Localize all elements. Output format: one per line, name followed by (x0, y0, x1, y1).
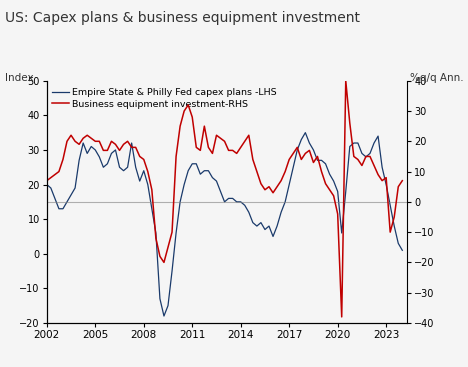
Business equipment investment-RHS (339, 315, 344, 319)
Business equipment investment-RHS (400, 178, 405, 183)
Empire State & Philly Fed capex plans -LHS (302, 130, 308, 135)
Empire State & Philly Fed capex plans -LHS (367, 151, 373, 156)
Business equipment investment-RHS (117, 148, 122, 153)
Legend: Empire State & Philly Fed capex plans -LHS, Business equipment investment-RHS: Empire State & Philly Fed capex plans -L… (51, 88, 277, 109)
Text: %q/q Ann.: %q/q Ann. (410, 73, 463, 83)
Business equipment investment-RHS (367, 154, 373, 159)
Business equipment investment-RHS (226, 148, 231, 153)
Text: US: Capex plans & business equipment investment: US: Capex plans & business equipment inv… (5, 11, 360, 25)
Empire State & Philly Fed capex plans -LHS (44, 182, 50, 187)
Empire State & Philly Fed capex plans -LHS (230, 196, 235, 201)
Line: Business equipment investment-RHS: Business equipment investment-RHS (47, 81, 402, 317)
Empire State & Philly Fed capex plans -LHS (88, 144, 94, 149)
Business equipment investment-RHS (343, 79, 349, 83)
Empire State & Philly Fed capex plans -LHS (161, 314, 167, 318)
Empire State & Philly Fed capex plans -LHS (117, 165, 122, 170)
Empire State & Philly Fed capex plans -LHS (80, 141, 86, 145)
Text: Index: Index (5, 73, 33, 83)
Business equipment investment-RHS (181, 109, 187, 113)
Business equipment investment-RHS (80, 136, 86, 141)
Empire State & Philly Fed capex plans -LHS (185, 168, 191, 173)
Line: Empire State & Philly Fed capex plans -LHS: Empire State & Philly Fed capex plans -L… (47, 132, 402, 316)
Empire State & Philly Fed capex plans -LHS (400, 248, 405, 252)
Business equipment investment-RHS (88, 136, 94, 141)
Business equipment investment-RHS (44, 178, 50, 183)
